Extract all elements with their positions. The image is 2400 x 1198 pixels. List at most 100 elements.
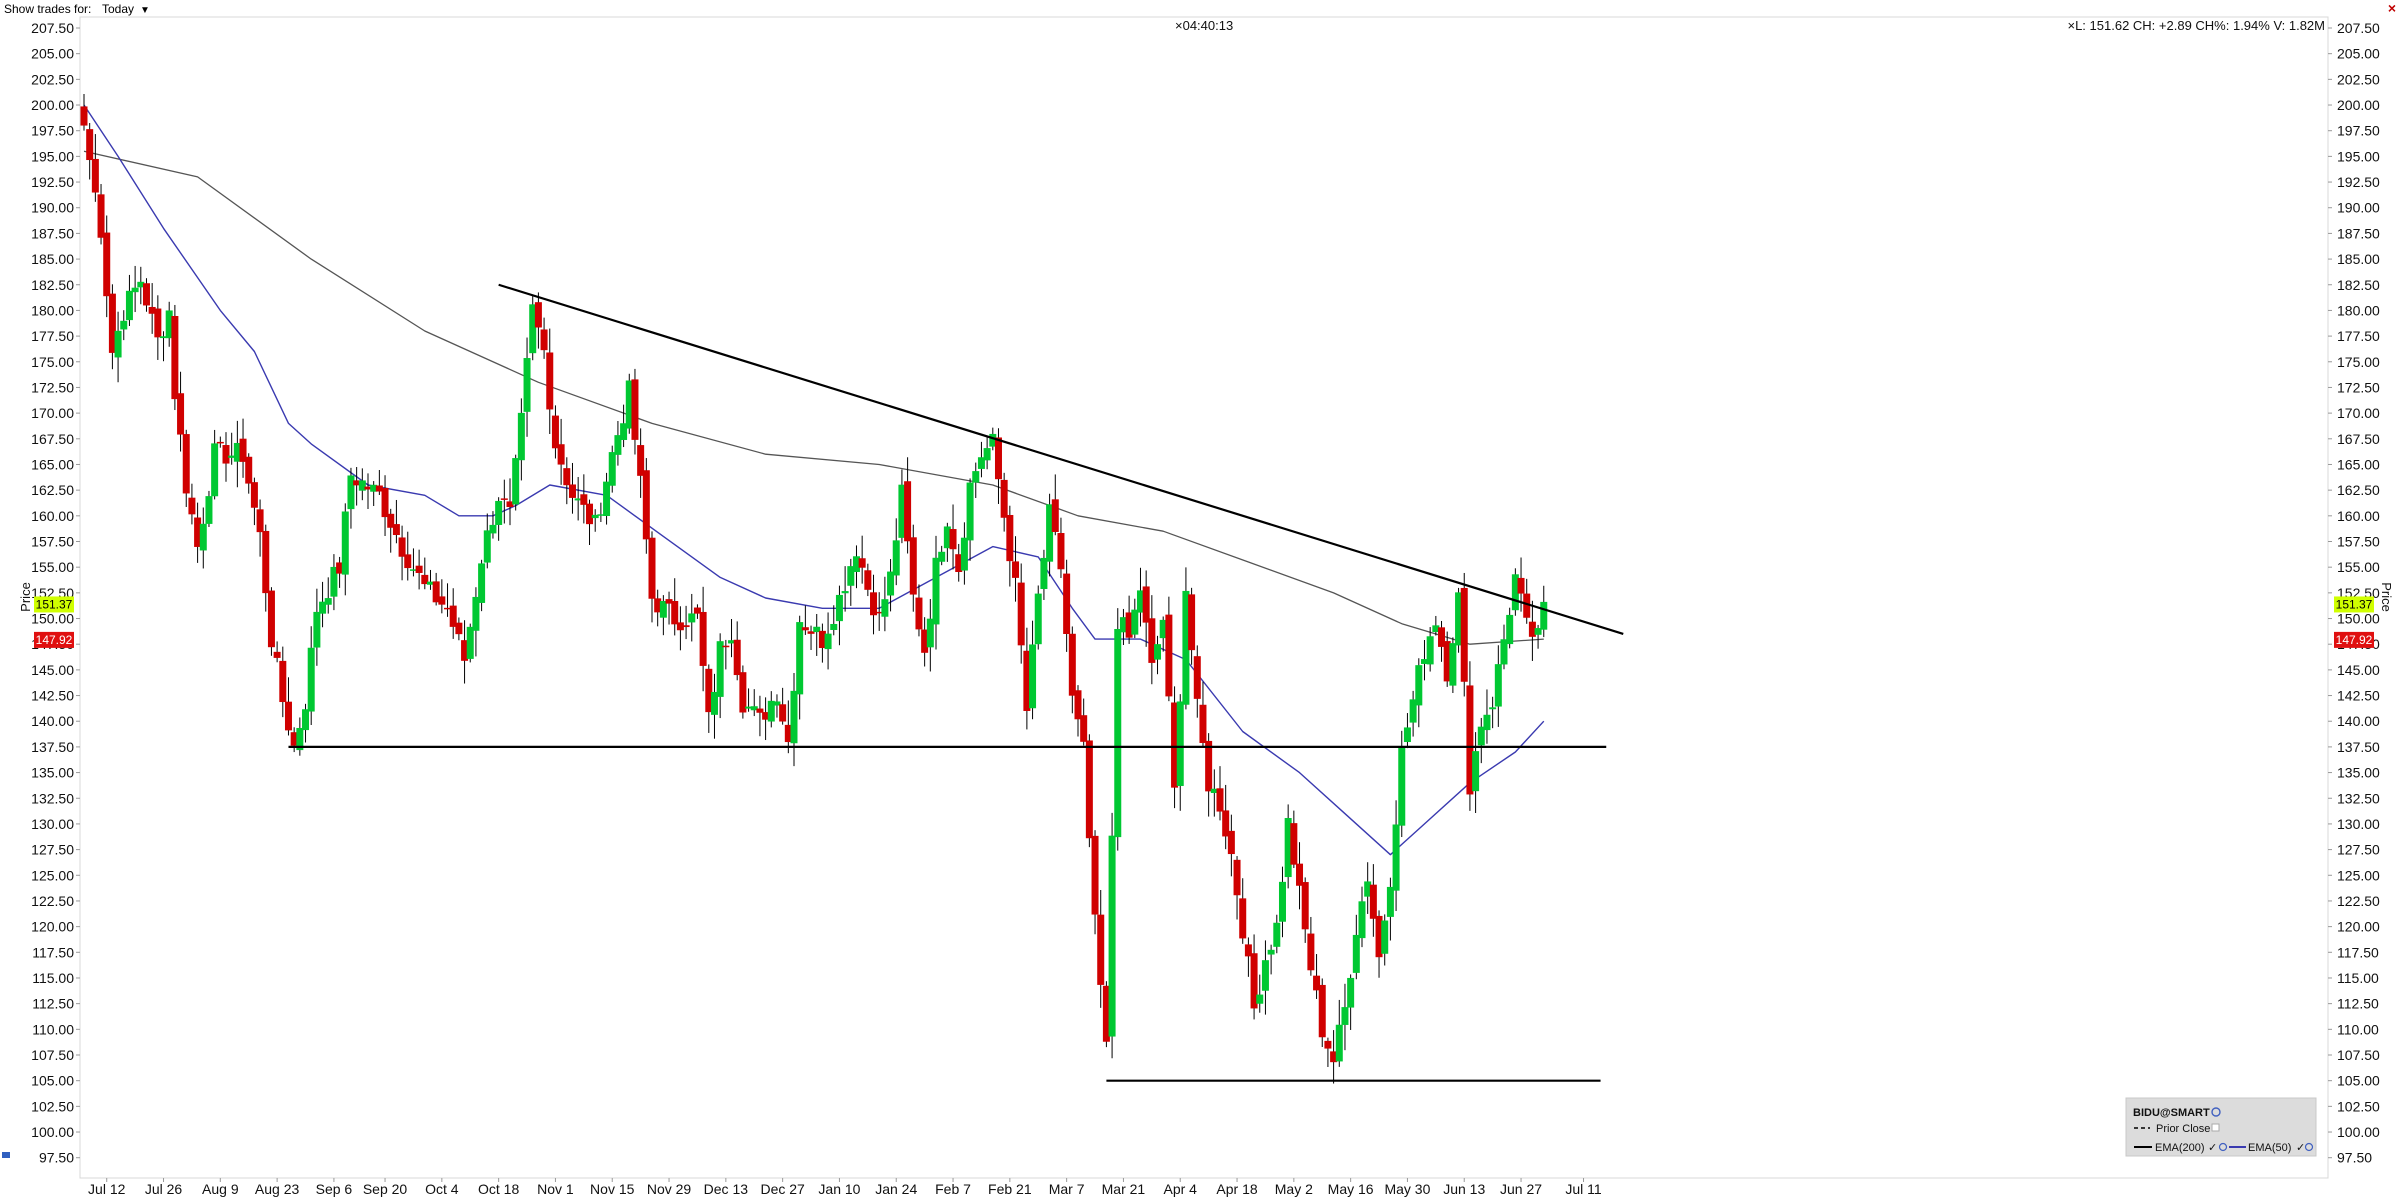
candle	[336, 556, 344, 588]
candle-body	[415, 565, 423, 573]
candle	[779, 687, 787, 725]
candle	[892, 518, 900, 586]
candle	[1188, 587, 1196, 665]
show-trades-dropdown[interactable]: Today ▼	[102, 0, 150, 20]
candle	[1142, 570, 1150, 647]
candle-body	[1176, 701, 1184, 786]
candle	[1392, 800, 1400, 911]
y-tick-label: 195.00	[31, 148, 74, 164]
candle	[1119, 608, 1127, 646]
candle	[466, 623, 474, 663]
close-icon[interactable]: ×	[2387, 0, 2396, 16]
candle-body	[870, 592, 878, 616]
settings-icon[interactable]	[2218, 1142, 2228, 1152]
cursor-x-icon: ×	[2067, 18, 2075, 33]
y-tick-label: 97.50	[2337, 1150, 2372, 1166]
candle-body	[165, 310, 173, 339]
candle-body	[1375, 915, 1383, 958]
candle-body	[273, 651, 281, 658]
candle-body	[284, 701, 292, 731]
candle-body	[370, 484, 378, 492]
candle-body	[1392, 824, 1400, 891]
candle-body	[1307, 933, 1315, 971]
candle-body	[915, 597, 923, 630]
candle-body	[171, 315, 179, 400]
candle-body	[233, 442, 241, 462]
candle-body	[160, 336, 168, 339]
candle-body	[398, 537, 406, 557]
candle-body	[103, 232, 111, 297]
candle-body	[1023, 650, 1031, 711]
candle-body	[1165, 614, 1173, 697]
candle-body	[955, 554, 963, 573]
candle-body	[364, 486, 372, 490]
y-tick-label: 107.50	[2337, 1047, 2380, 1063]
x-tick-label: Oct 18	[478, 1181, 519, 1197]
candle	[1216, 766, 1224, 821]
candle	[1233, 856, 1241, 920]
candle-body	[1369, 884, 1377, 919]
candle	[103, 215, 111, 318]
candle	[1330, 1030, 1338, 1084]
candle	[375, 470, 383, 495]
trendlines[interactable]	[288, 283, 1624, 1082]
candle	[858, 535, 866, 584]
candle-body	[597, 514, 605, 516]
candle-body	[432, 581, 440, 603]
candle	[1154, 635, 1162, 675]
candle	[1057, 517, 1065, 578]
prior-close-checkbox[interactable]	[2211, 1123, 2220, 1132]
candle-body	[392, 524, 400, 536]
candle	[114, 311, 122, 383]
candle-body	[1506, 614, 1514, 645]
x-tick-label: Nov 15	[590, 1181, 635, 1197]
candle-body	[438, 596, 446, 605]
candle-body	[1051, 499, 1059, 532]
y-tick-label: 180.00	[2337, 302, 2380, 318]
candle	[654, 589, 662, 627]
candle	[563, 457, 571, 505]
y-tick-label: 125.00	[2337, 867, 2380, 883]
y-tick-label: 167.50	[31, 431, 74, 447]
candle-body	[1222, 810, 1230, 837]
candle	[523, 337, 531, 437]
check-icon[interactable]: ✓	[2208, 1142, 2217, 1154]
candle	[1500, 624, 1508, 670]
y-tick-label: 105.00	[2337, 1073, 2380, 1089]
candle	[693, 604, 701, 619]
candle	[182, 429, 190, 507]
candle-body	[1500, 639, 1508, 665]
candle-body	[307, 647, 315, 712]
candle-body	[1250, 953, 1258, 1009]
candle	[682, 605, 690, 640]
candle-body	[892, 540, 900, 576]
candle-body	[1318, 984, 1326, 1038]
check-icon[interactable]: ✓	[2296, 1142, 2305, 1154]
candle	[512, 454, 520, 511]
candle	[597, 502, 605, 523]
candle	[125, 274, 133, 326]
candle	[847, 558, 855, 606]
settings-icon[interactable]	[2211, 1107, 2221, 1117]
legend-ema50: EMA(50)	[2248, 1142, 2291, 1154]
scroll-marker-icon[interactable]	[2, 1152, 10, 1158]
candle	[1250, 934, 1258, 1020]
legend-box[interactable]: BIDU@SMART Prior Close EMA(200) ✓ EMA(50…	[2125, 1097, 2317, 1157]
y-tick-label: 110.00	[32, 1021, 74, 1037]
candle	[1426, 627, 1434, 672]
x-tick-label: Jul 12	[88, 1181, 126, 1197]
candle	[279, 646, 287, 718]
candle-body	[137, 281, 145, 288]
candle	[977, 441, 985, 478]
y-tick-label: 132.50	[31, 790, 74, 806]
candle-body	[568, 484, 576, 498]
y-tick-label: 197.50	[31, 123, 74, 139]
candle	[1358, 886, 1366, 948]
candle	[194, 502, 202, 563]
candle-body	[1085, 740, 1093, 839]
candle-body	[779, 704, 787, 722]
candle	[489, 511, 497, 539]
settings-icon[interactable]	[2304, 1142, 2314, 1152]
y-tick-label: 150.00	[2337, 611, 2380, 627]
